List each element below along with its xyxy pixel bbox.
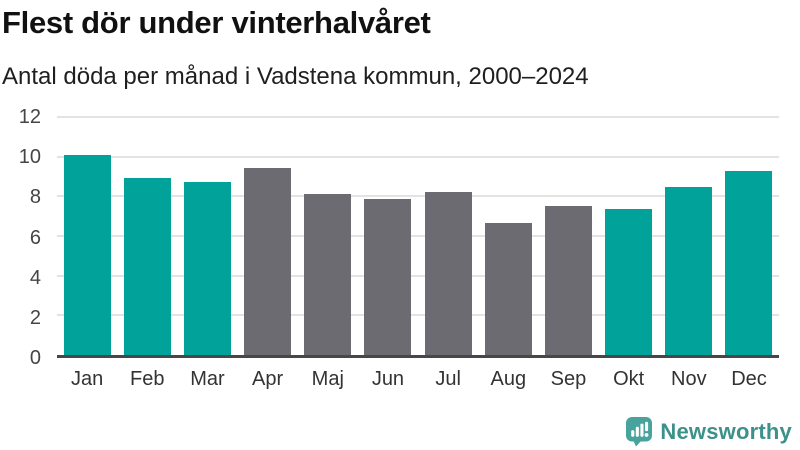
x-tick-label-apr: Apr — [252, 368, 284, 390]
y-tick-label-2: 2 — [29, 306, 41, 329]
newsworthy-logo-icon — [625, 416, 653, 447]
x-tick-label-okt: Okt — [613, 368, 645, 390]
bar-nov — [665, 187, 713, 355]
bar-slot — [659, 117, 719, 355]
chart-subtitle: Antal döda per månad i Vadstena kommun, … — [2, 63, 589, 90]
bar-feb — [123, 178, 171, 355]
bar-slot — [57, 117, 117, 355]
bar-slot — [478, 117, 538, 355]
bar-slot — [599, 117, 659, 355]
bar-slot — [298, 117, 358, 355]
y-tick-label-10: 10 — [18, 146, 41, 169]
x-tick-label-maj: Maj — [311, 368, 344, 390]
bar-slot — [358, 117, 418, 355]
bar-jul — [424, 192, 472, 355]
y-axis-labels: 0 2 4 6 8 10 12 — [0, 107, 47, 368]
x-tick-label-jun: Jun — [371, 368, 405, 390]
x-tick-label-aug: Aug — [490, 368, 527, 390]
x-tick-label-dec: Dec — [731, 368, 767, 390]
bar-slot — [117, 117, 177, 355]
gridline-6 — [57, 235, 779, 237]
y-tick-label-8: 8 — [29, 186, 41, 209]
x-tick-label-mar: Mar — [190, 368, 225, 390]
y-tick-label-4: 4 — [29, 266, 41, 289]
bar-slot — [538, 117, 598, 355]
bar-slot — [418, 117, 478, 355]
bar-jun — [364, 199, 412, 355]
bar-slot — [177, 117, 237, 355]
bar-mar — [183, 182, 231, 355]
gridlines — [57, 116, 779, 355]
page-title: Flest dör under vinterhalvåret — [2, 5, 431, 40]
newsworthy-brand-link[interactable]: Newsworthy — [625, 416, 792, 447]
x-tick-label-nov: Nov — [671, 368, 707, 390]
newsworthy-brand-name: Newsworthy — [660, 418, 792, 444]
x-tick-label-feb: Feb — [130, 368, 165, 390]
gridline-4 — [57, 274, 779, 277]
y-tick-label-0: 0 — [29, 347, 41, 369]
x-tick-label-sep: Sep — [550, 368, 587, 390]
bar-slot — [238, 117, 298, 355]
y-tick-label-6: 6 — [29, 226, 41, 249]
bar-maj — [304, 194, 352, 355]
bar-okt — [605, 209, 653, 355]
bar-aug — [484, 223, 532, 355]
gridline-8 — [57, 195, 779, 198]
plot-area — [57, 116, 779, 358]
x-tick-label-jul: Jul — [435, 368, 461, 390]
bar-sep — [544, 206, 592, 355]
y-tick-label-12: 12 — [18, 106, 41, 128]
bar-jan — [63, 154, 111, 355]
x-tick-label-jan: Jan — [70, 368, 104, 390]
gridline-12 — [57, 116, 779, 118]
bar-slot — [719, 117, 779, 355]
bars — [57, 117, 779, 355]
gridline-2 — [57, 314, 779, 317]
bar-dec — [725, 170, 773, 355]
bar-apr — [244, 167, 292, 355]
x-axis-labels: Jan Feb Mar Apr Maj Jun Jul Aug Sep Okt Nov Dec — [57, 367, 779, 391]
gridline-10 — [57, 155, 779, 158]
